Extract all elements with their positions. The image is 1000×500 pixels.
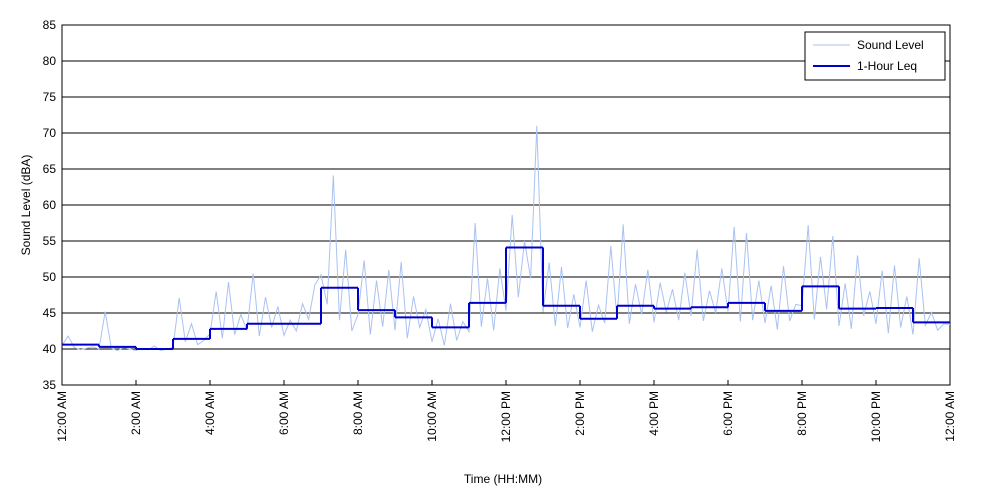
y-tick-label: 35 — [43, 378, 57, 392]
x-tick-label: 12:00 AM — [55, 391, 69, 442]
x-tick-label: 2:00 PM — [573, 391, 587, 436]
legend-label: 1-Hour Leq — [857, 59, 917, 73]
x-tick-label: 10:00 AM — [425, 391, 439, 442]
y-tick-label: 80 — [43, 54, 57, 68]
y-tick-label: 75 — [43, 90, 57, 104]
x-tick-label: 10:00 PM — [869, 391, 883, 442]
x-tick-label: 12:00 AM — [943, 391, 957, 442]
x-tick-label: 8:00 AM — [351, 391, 365, 435]
y-tick-label: 50 — [43, 270, 57, 284]
y-tick-label: 85 — [43, 18, 57, 32]
x-tick-label: 12:00 PM — [499, 391, 513, 442]
x-tick-label: 8:00 PM — [795, 391, 809, 436]
y-tick-label: 55 — [43, 234, 57, 248]
x-tick-label: 4:00 PM — [647, 391, 661, 436]
x-tick-label: 6:00 AM — [277, 391, 291, 435]
x-axis-label: Time (HH:MM) — [464, 472, 542, 486]
y-tick-label: 70 — [43, 126, 57, 140]
y-axis-label: Sound Level (dBA) — [19, 155, 33, 256]
y-tick-label: 65 — [43, 162, 57, 176]
x-tick-label: 4:00 AM — [203, 391, 217, 435]
x-tick-label: 6:00 PM — [721, 391, 735, 436]
legend-label: Sound Level — [857, 38, 924, 52]
x-tick-label: 2:00 AM — [129, 391, 143, 435]
y-tick-label: 40 — [43, 342, 57, 356]
y-tick-label: 45 — [43, 306, 57, 320]
legend-box — [804, 31, 946, 81]
plot-frame — [61, 24, 951, 386]
y-tick-label: 60 — [43, 198, 57, 212]
